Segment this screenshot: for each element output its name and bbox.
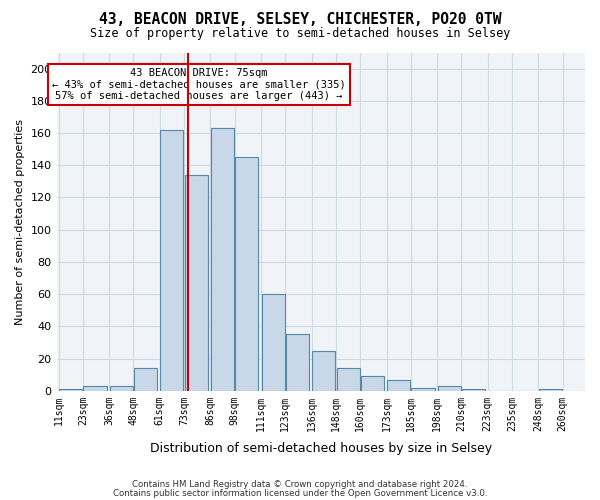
Y-axis label: Number of semi-detached properties: Number of semi-detached properties — [15, 118, 25, 324]
Bar — [262, 294, 285, 391]
Bar — [361, 376, 384, 391]
Bar — [462, 389, 485, 391]
Bar — [185, 175, 208, 391]
Bar — [312, 350, 335, 391]
Text: Contains HM Land Registry data © Crown copyright and database right 2024.: Contains HM Land Registry data © Crown c… — [132, 480, 468, 489]
Bar — [438, 386, 461, 391]
Text: Size of property relative to semi-detached houses in Selsey: Size of property relative to semi-detach… — [90, 28, 510, 40]
Bar — [235, 157, 259, 391]
X-axis label: Distribution of semi-detached houses by size in Selsey: Distribution of semi-detached houses by … — [150, 442, 492, 455]
Text: 43 BEACON DRIVE: 75sqm
← 43% of semi-detached houses are smaller (335)
57% of se: 43 BEACON DRIVE: 75sqm ← 43% of semi-det… — [52, 68, 346, 101]
Bar — [83, 386, 107, 391]
Bar — [286, 334, 309, 391]
Bar — [160, 130, 184, 391]
Bar — [134, 368, 157, 391]
Bar — [337, 368, 359, 391]
Bar — [539, 389, 562, 391]
Bar — [110, 386, 133, 391]
Bar — [387, 380, 410, 391]
Bar — [211, 128, 234, 391]
Bar — [59, 389, 82, 391]
Text: 43, BEACON DRIVE, SELSEY, CHICHESTER, PO20 0TW: 43, BEACON DRIVE, SELSEY, CHICHESTER, PO… — [99, 12, 501, 28]
Text: Contains public sector information licensed under the Open Government Licence v3: Contains public sector information licen… — [113, 488, 487, 498]
Bar — [412, 388, 434, 391]
